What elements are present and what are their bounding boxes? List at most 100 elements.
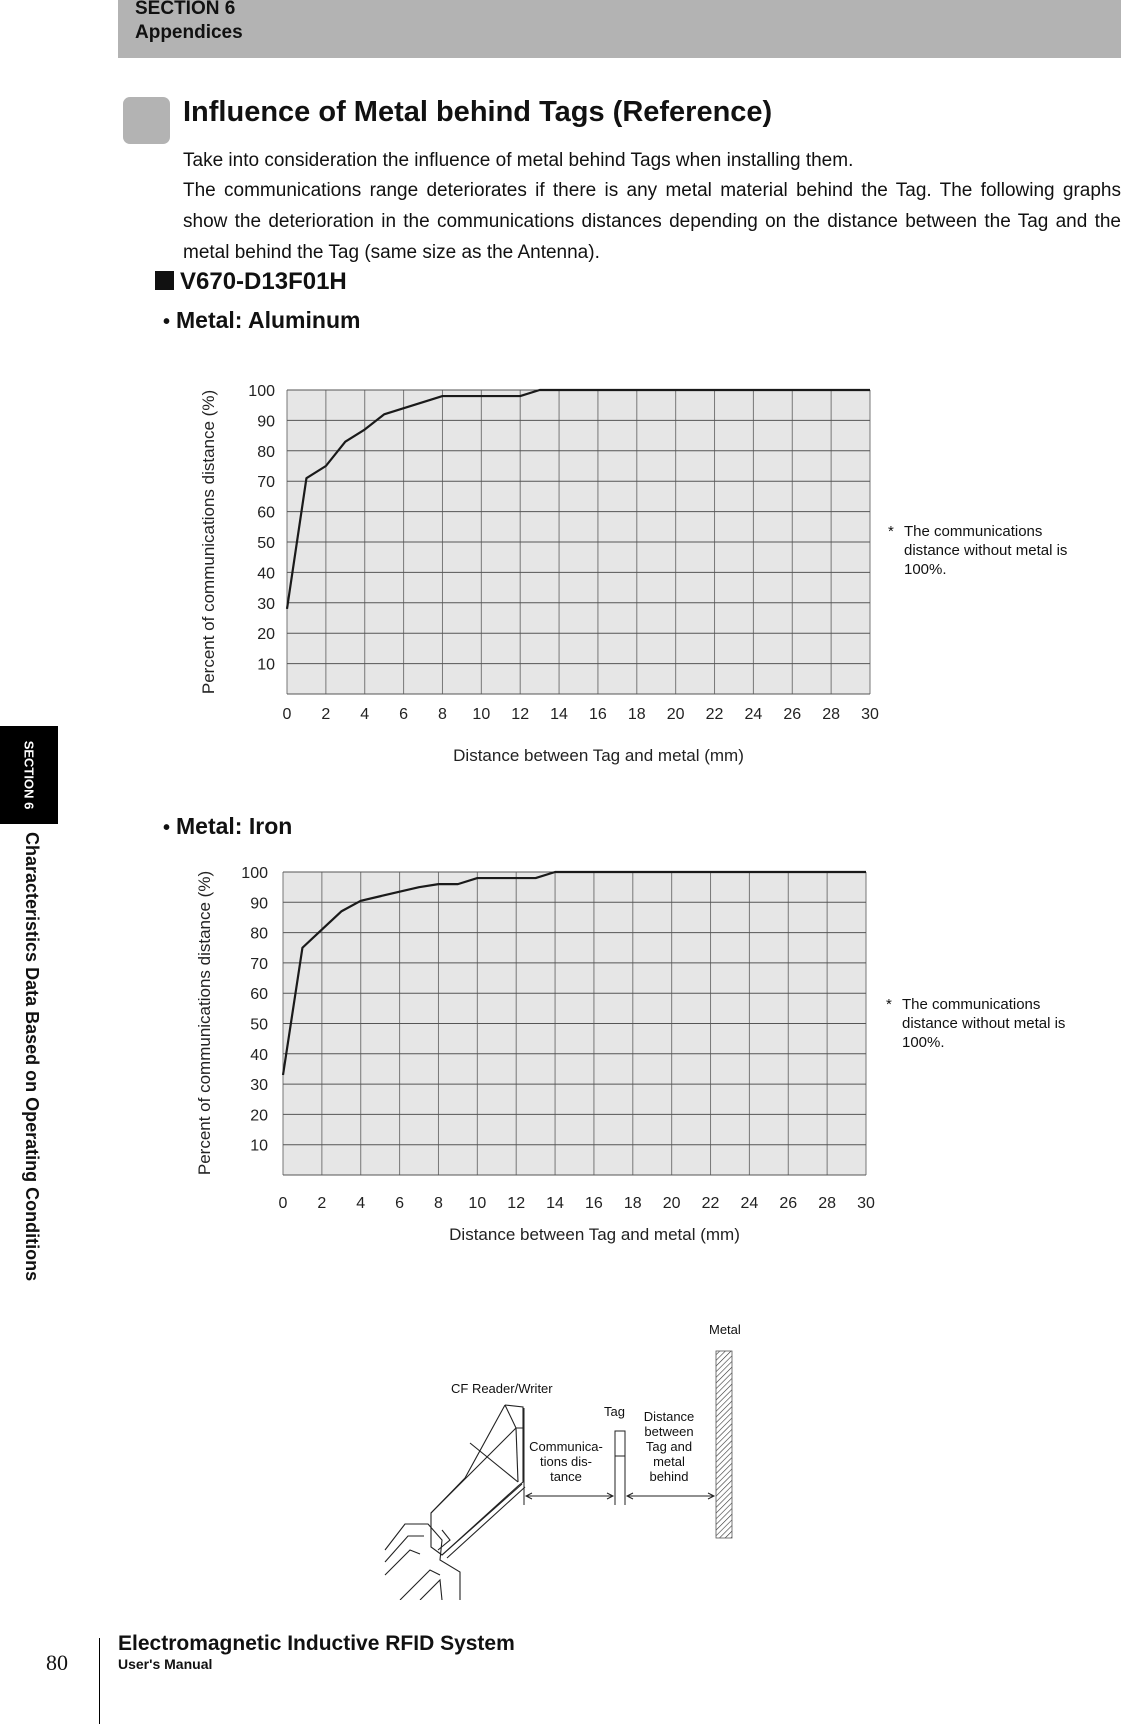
x-axis-label: Distance between Tag and metal (mm) bbox=[449, 1225, 740, 1244]
svg-text:tions dis-: tions dis- bbox=[540, 1454, 592, 1469]
x-tick-labels: 0 2 4 6 8 10 12 14 16 18 20 22 24 26 28 30 bbox=[279, 1195, 875, 1212]
svg-text:20: 20 bbox=[250, 1107, 268, 1124]
svg-text:24: 24 bbox=[741, 1195, 759, 1212]
svg-text:2: 2 bbox=[321, 706, 330, 723]
svg-text:26: 26 bbox=[779, 1195, 797, 1212]
note-asterisk: * bbox=[888, 523, 894, 540]
gridlines bbox=[282, 871, 867, 1176]
svg-text:20: 20 bbox=[667, 706, 685, 723]
svg-text:60: 60 bbox=[250, 986, 268, 1003]
tag-label: Tag bbox=[604, 1404, 625, 1419]
y-tick-labels: 10 20 30 40 50 60 70 80 90 100 bbox=[241, 865, 268, 1155]
svg-text:22: 22 bbox=[702, 1195, 720, 1212]
svg-text:4: 4 bbox=[360, 706, 369, 723]
svg-text:4: 4 bbox=[356, 1195, 365, 1212]
svg-text:8: 8 bbox=[434, 1195, 443, 1212]
svg-text:8: 8 bbox=[438, 706, 447, 723]
description-paragraph: The communications range deteriorates if… bbox=[183, 180, 1121, 263]
y-axis-label: Percent of communications distance (%) bbox=[195, 871, 214, 1175]
tag-shape bbox=[614, 1430, 626, 1457]
reader-writer-device bbox=[384, 1404, 526, 1600]
dimension-arrows bbox=[523, 1408, 716, 1505]
svg-text:50: 50 bbox=[257, 535, 275, 552]
svg-text:40: 40 bbox=[257, 565, 275, 582]
svg-text:22: 22 bbox=[706, 706, 724, 723]
svg-text:50: 50 bbox=[250, 1017, 268, 1034]
svg-text:90: 90 bbox=[257, 413, 275, 430]
svg-text:6: 6 bbox=[399, 706, 408, 723]
svg-text:26: 26 bbox=[783, 706, 801, 723]
y-axis-label: Percent of communications distance (%) bbox=[199, 390, 218, 694]
metal-plate bbox=[715, 1350, 733, 1539]
svg-text:14: 14 bbox=[550, 706, 568, 723]
svg-text:20: 20 bbox=[663, 1195, 681, 1212]
aluminum-heading-text: Metal: Aluminum bbox=[176, 307, 361, 333]
bullet-icon: • bbox=[163, 311, 171, 333]
svg-text:16: 16 bbox=[589, 706, 607, 723]
svg-text:tance: tance bbox=[550, 1469, 582, 1484]
svg-text:20: 20 bbox=[257, 626, 275, 643]
svg-text:30: 30 bbox=[250, 1077, 268, 1094]
side-section-tab: SECTION 6 bbox=[0, 726, 58, 824]
heading-marker-icon bbox=[123, 97, 170, 144]
svg-text:metal: metal bbox=[653, 1454, 685, 1469]
page-title: Influence of Metal behind Tags (Referenc… bbox=[183, 96, 773, 128]
svg-text:30: 30 bbox=[257, 596, 275, 613]
svg-text:10: 10 bbox=[472, 706, 490, 723]
reader-label: CF Reader/Writer bbox=[451, 1381, 553, 1396]
svg-text:18: 18 bbox=[628, 706, 646, 723]
svg-text:12: 12 bbox=[511, 706, 529, 723]
svg-text:10: 10 bbox=[257, 657, 275, 674]
svg-text:0: 0 bbox=[283, 706, 292, 723]
svg-text:0: 0 bbox=[279, 1195, 288, 1212]
svg-text:between: between bbox=[644, 1424, 693, 1439]
svg-text:40: 40 bbox=[250, 1047, 268, 1064]
svg-text:24: 24 bbox=[745, 706, 763, 723]
note-text: The communications distance without meta… bbox=[904, 523, 1068, 578]
svg-text:Communica-: Communica- bbox=[529, 1439, 603, 1454]
y-tick-labels: 10 20 30 40 50 60 70 80 90 100 bbox=[248, 383, 275, 674]
iron-heading-text: Metal: Iron bbox=[176, 813, 293, 839]
square-bullet-icon bbox=[155, 271, 174, 290]
section-label: SECTION 6 bbox=[135, 0, 236, 19]
x-tick-labels: 0 2 4 6 8 10 12 14 16 18 20 22 24 26 28 30 bbox=[283, 706, 879, 723]
svg-text:6: 6 bbox=[395, 1195, 404, 1212]
metal-label: Metal bbox=[709, 1322, 741, 1337]
setup-diagram: Metal CF Reader/Writer Tag Communica- ti… bbox=[384, 1322, 741, 1600]
data-line bbox=[281, 870, 866, 1076]
svg-text:60: 60 bbox=[257, 505, 275, 522]
manual-title: Electromagnetic Inductive RFID System bbox=[118, 1632, 515, 1655]
svg-text:10: 10 bbox=[250, 1138, 268, 1155]
aluminum-heading: • Metal: Aluminum bbox=[163, 307, 360, 334]
page-number: 80 bbox=[46, 1650, 68, 1675]
svg-text:10: 10 bbox=[468, 1195, 486, 1212]
section-header: SECTION 6 Appendices bbox=[118, 0, 1121, 58]
svg-text:12: 12 bbox=[507, 1195, 525, 1212]
chapter-label: Appendices bbox=[135, 22, 243, 43]
svg-text:70: 70 bbox=[250, 956, 268, 973]
x-axis-label: Distance between Tag and metal (mm) bbox=[453, 746, 744, 765]
data-line bbox=[285, 388, 870, 610]
model-heading: V670-D13F01H bbox=[155, 268, 347, 296]
tag-metal-distance-label: Distance between Tag and metal behind bbox=[644, 1409, 695, 1484]
comm-distance-label: Communica- tions dis- tance bbox=[529, 1439, 603, 1484]
svg-text:100: 100 bbox=[241, 865, 268, 882]
intro-paragraph: Take into consideration the influence of… bbox=[183, 150, 854, 171]
footer-divider bbox=[99, 1638, 100, 1724]
svg-text:80: 80 bbox=[257, 444, 275, 461]
bullet-icon: • bbox=[163, 817, 171, 839]
svg-text:100: 100 bbox=[248, 383, 275, 400]
svg-text:30: 30 bbox=[857, 1195, 875, 1212]
svg-text:14: 14 bbox=[546, 1195, 564, 1212]
manual-subtitle: User's Manual bbox=[118, 1656, 213, 1672]
note-text: The communications distance without meta… bbox=[902, 996, 1066, 1051]
svg-text:18: 18 bbox=[624, 1195, 642, 1212]
note-asterisk: * bbox=[886, 996, 892, 1013]
model-name: V670-D13F01H bbox=[180, 268, 347, 295]
svg-text:16: 16 bbox=[585, 1195, 603, 1212]
svg-text:28: 28 bbox=[818, 1195, 836, 1212]
iron-heading: • Metal: Iron bbox=[163, 813, 292, 840]
svg-text:90: 90 bbox=[250, 895, 268, 912]
